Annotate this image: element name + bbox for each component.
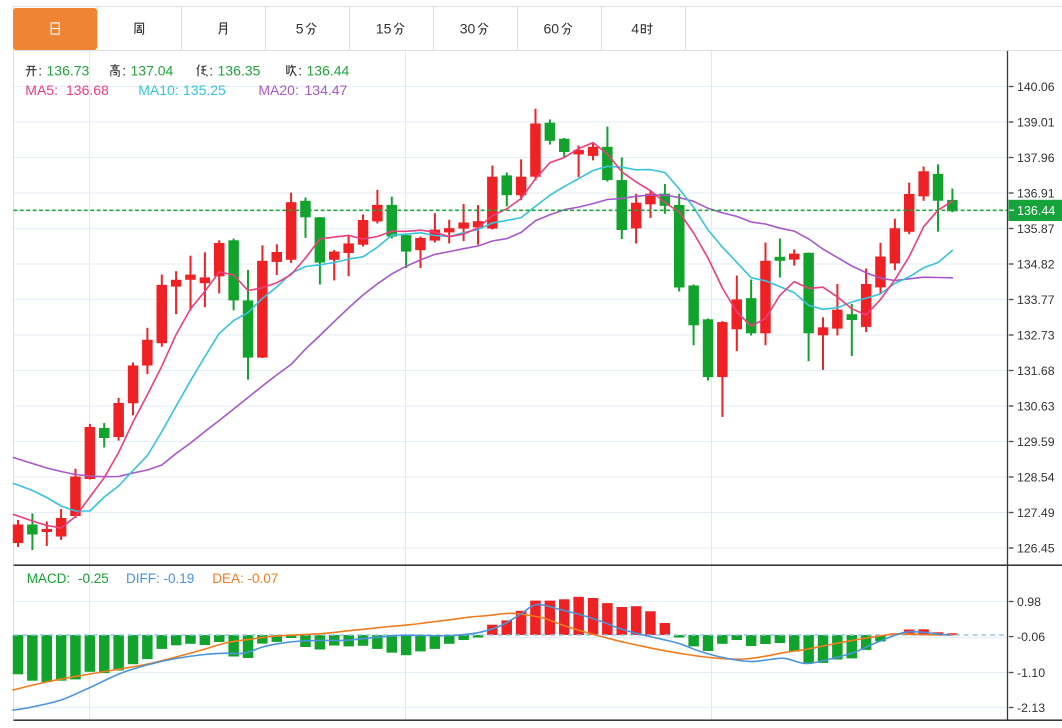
- svg-text:136.91: 136.91: [1017, 186, 1055, 200]
- svg-text:135.87: 135.87: [1017, 222, 1055, 236]
- svg-text:5: 5: [296, 21, 304, 37]
- svg-text:136.73: 136.73: [47, 63, 90, 79]
- svg-text::: :: [38, 63, 42, 79]
- svg-text:60: 60: [544, 21, 560, 37]
- svg-text:133.77: 133.77: [1017, 293, 1055, 307]
- svg-text:140.06: 140.06: [1017, 80, 1055, 94]
- svg-text:132.73: 132.73: [1017, 328, 1055, 342]
- svg-text:MACD:-0.25: MACD: -0.25: [27, 571, 109, 586]
- svg-text:30: 30: [460, 21, 476, 37]
- svg-text::: :: [298, 63, 302, 79]
- svg-text:-0.06: -0.06: [1017, 630, 1045, 644]
- svg-text:128.54: 128.54: [1017, 470, 1055, 484]
- svg-text:134.82: 134.82: [1017, 257, 1055, 271]
- svg-text:136.44: 136.44: [1017, 204, 1055, 218]
- svg-text:4: 4: [631, 21, 639, 37]
- svg-text:126.45: 126.45: [1017, 541, 1055, 555]
- svg-text:139.01: 139.01: [1017, 115, 1055, 129]
- svg-text:MA10: 135.25: MA10: 135.25: [138, 82, 226, 98]
- svg-text:131.68: 131.68: [1017, 364, 1055, 378]
- svg-text:-2.13: -2.13: [1017, 701, 1045, 715]
- svg-text:0.98: 0.98: [1017, 595, 1041, 609]
- svg-text:136.35: 136.35: [218, 63, 261, 79]
- svg-text:15: 15: [376, 21, 392, 37]
- svg-text:127.49: 127.49: [1017, 506, 1055, 520]
- svg-text::: :: [122, 63, 126, 79]
- svg-text::: :: [209, 63, 213, 79]
- svg-text:-1.10: -1.10: [1017, 666, 1045, 680]
- svg-text:137.96: 137.96: [1017, 151, 1055, 165]
- svg-text:137.04: 137.04: [131, 63, 174, 79]
- svg-text:129.59: 129.59: [1017, 435, 1055, 449]
- svg-text:MA5: 136.68: MA5: 136.68: [25, 82, 109, 98]
- svg-text:130.63: 130.63: [1017, 399, 1055, 413]
- svg-text:136.44: 136.44: [307, 63, 350, 79]
